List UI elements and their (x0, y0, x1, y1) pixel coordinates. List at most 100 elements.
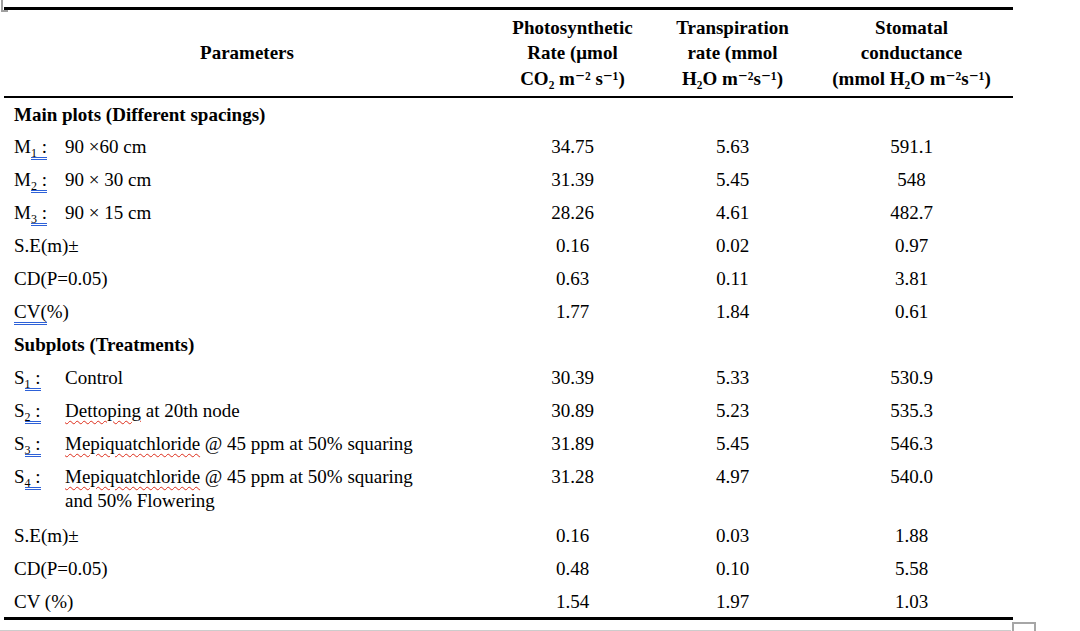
value-cell: 0.02 (655, 229, 810, 262)
row-label: S3 :Mepiquatchloride @ 45 ppm at 50% squ… (14, 432, 490, 456)
row-label-cell: CD(P=0.05) (4, 262, 490, 295)
table-row: S3 :Mepiquatchloride @ 45 ppm at 50% squ… (4, 427, 1013, 460)
row-label-cell: M2 :90 × 30 cm (4, 163, 490, 196)
value-cell: 1.03 (810, 585, 1013, 618)
table-row: M1 :90 ×60 cm34.755.63591.1 (4, 130, 1013, 163)
column-header-parameters: Parameters (4, 9, 490, 98)
row-label-text: CD(P=0.05) (14, 557, 108, 581)
row-label-text: CD(P=0.05) (14, 267, 108, 291)
row-label-cell: CD(P=0.05) (4, 552, 490, 585)
value-cell: 0.11 (655, 262, 810, 295)
table-row: S.E(m)±0.160.031.88 (4, 519, 1013, 552)
table-row: S2 :Dettoping at 20th node30.895.23535.3 (4, 394, 1013, 427)
value-cell: 4.61 (655, 196, 810, 229)
subscript-index: 1 (31, 146, 37, 160)
table-row: CD(P=0.05) 0.480.105.58 (4, 552, 1013, 585)
row-label: CD(P=0.05) (14, 557, 490, 581)
value-cell: 546.3 (810, 427, 1013, 460)
misspelled-word: Dettoping (65, 400, 141, 421)
grammar-underline-mark: CV( (14, 300, 47, 324)
grammar-underline-mark: 1 : (25, 366, 41, 390)
section-label: Subplots (Treatments) (4, 328, 1013, 361)
subscript-index: 3 (31, 212, 37, 226)
table-row: S1 :Control30.395.33530.9 (4, 361, 1013, 394)
row-label-cell: S.E(m)± (4, 229, 490, 262)
row-label: CV(%) (14, 300, 490, 324)
row-label-cell: S1 :Control (4, 361, 490, 394)
column-header-stomatal-conductance: Stomatal conductance (mmol H₂O m⁻²s⁻¹) (810, 9, 1013, 98)
value-cell: 0.10 (655, 552, 810, 585)
row-code: M3 : (14, 201, 65, 225)
row-label: M2 :90 × 30 cm (14, 168, 490, 192)
value-cell: 1.97 (655, 585, 810, 618)
table-resize-handle[interactable] (1012, 622, 1036, 631)
value-cell: 5.58 (810, 552, 1013, 585)
grammar-underline-mark: 2 : (25, 399, 41, 423)
value-cell: 28.26 (490, 196, 655, 229)
subscript-index: 2 (31, 179, 37, 193)
row-description: Mepiquatchloride @ 45 ppm at 50% squarin… (65, 432, 413, 456)
row-description: Control (65, 366, 123, 390)
value-cell: 5.63 (655, 130, 810, 163)
column-header-photosynthetic-rate: Photosynthetic Rate (μmol CO₂ m⁻² s⁻¹) (490, 9, 655, 98)
table-row: CV(%)1.771.840.61 (4, 295, 1013, 328)
table-body: Main plots (Different spacings)M1 :90 ×6… (4, 97, 1013, 618)
value-cell: 5.23 (655, 394, 810, 427)
value-cell: 535.3 (810, 394, 1013, 427)
value-cell: 0.48 (490, 552, 655, 585)
row-code: S4 : (14, 465, 65, 489)
value-cell: 0.97 (810, 229, 1013, 262)
row-label-cell: S2 :Dettoping at 20th node (4, 394, 490, 427)
row-code: M1 : (14, 135, 65, 159)
row-description: 90 × 30 cm (65, 168, 151, 192)
value-cell: 482.7 (810, 196, 1013, 229)
row-label-cell: S4 :Mepiquatchloride @ 45 ppm at 50% squ… (4, 460, 490, 519)
row-description: 90 ×60 cm (65, 135, 146, 159)
row-label-text: S.E(m)± (14, 234, 79, 258)
misspelled-word: Mepiquatchloride (65, 466, 200, 487)
value-cell: 540.0 (810, 460, 1013, 519)
row-description: Dettoping at 20th node (65, 399, 240, 423)
value-cell: 31.28 (490, 460, 655, 519)
row-label-cell: CV(%) (4, 295, 490, 328)
value-cell: 31.39 (490, 163, 655, 196)
subscript-index: 1 (25, 377, 31, 391)
row-code: S2 : (14, 399, 65, 423)
row-label-cell: S3 :Mepiquatchloride @ 45 ppm at 50% squ… (4, 427, 490, 460)
row-label: S2 :Dettoping at 20th node (14, 399, 490, 423)
grammar-underline-mark: 1 : (31, 135, 47, 159)
value-cell: 5.45 (655, 427, 810, 460)
value-cell: 5.33 (655, 361, 810, 394)
value-cell: 1.88 (810, 519, 1013, 552)
value-cell: 0.16 (490, 229, 655, 262)
value-cell: 4.97 (655, 460, 810, 519)
subscript-index: 3 (25, 443, 31, 457)
header-row: Parameters Photosynthetic Rate (μmol CO₂… (4, 9, 1013, 98)
value-cell: 0.63 (490, 262, 655, 295)
value-cell: 31.89 (490, 427, 655, 460)
subscript-index: 4 (25, 476, 31, 490)
row-label-cell: M1 :90 ×60 cm (4, 130, 490, 163)
row-label: S4 :Mepiquatchloride @ 45 ppm at 50% squ… (14, 465, 490, 513)
row-description: 90 × 15 cm (65, 201, 151, 225)
row-label: M3 :90 × 15 cm (14, 201, 490, 225)
table-row: M3 :90 × 15 cm28.264.61482.7 (4, 196, 1013, 229)
row-label-cell: M3 :90 × 15 cm (4, 196, 490, 229)
table-row: S.E(m)± 0.160.020.97 (4, 229, 1013, 262)
row-label: CV (%) (14, 590, 490, 614)
grammar-underline-mark: 3 : (25, 432, 41, 456)
row-label-text: CV(%) (14, 300, 69, 324)
value-cell: 0.61 (810, 295, 1013, 328)
value-cell: 3.81 (810, 262, 1013, 295)
value-cell: 1.84 (655, 295, 810, 328)
section-row: Main plots (Different spacings) (4, 97, 1013, 130)
value-cell: 0.03 (655, 519, 810, 552)
value-cell: 30.39 (490, 361, 655, 394)
value-cell: 0.16 (490, 519, 655, 552)
section-label: Main plots (Different spacings) (4, 97, 1013, 130)
document-table: Parameters Photosynthetic Rate (μmol CO₂… (4, 7, 1013, 620)
value-cell: 5.45 (655, 163, 810, 196)
subscript-index: 2 (25, 410, 31, 424)
row-label: CD(P=0.05) (14, 267, 490, 291)
misspelled-word: Mepiquatchloride (65, 433, 200, 454)
